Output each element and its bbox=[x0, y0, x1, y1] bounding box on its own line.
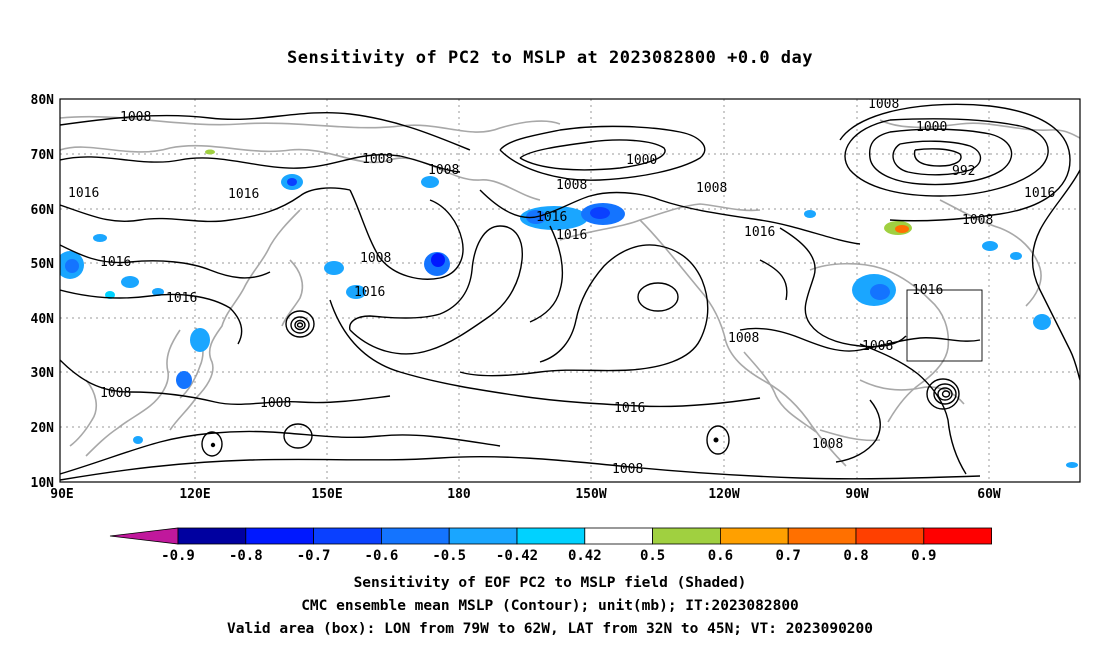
lon-label: 150E bbox=[311, 487, 342, 502]
contour-label: 1016 bbox=[166, 291, 197, 306]
contour-label: 1016 bbox=[228, 187, 259, 202]
contour-label: 1000 bbox=[916, 120, 947, 135]
colorbar-swatch bbox=[313, 527, 382, 545]
contour-label: 1008 bbox=[260, 396, 291, 411]
colorbar-tick-label: -0.8 bbox=[229, 548, 263, 564]
contour-labels: 1008 1016 1008 1008 1016 1000 1008 1008 … bbox=[68, 97, 1055, 477]
contour-label: 1008 bbox=[862, 339, 893, 354]
lat-label: 30N bbox=[31, 366, 55, 381]
lon-label: 150W bbox=[575, 487, 606, 502]
contour-label: 1008 bbox=[428, 163, 459, 178]
colorbar-swatch bbox=[516, 527, 586, 545]
contour-label: 1016 bbox=[100, 255, 131, 270]
colorbar-tick-label: 0.5 bbox=[640, 548, 665, 564]
colorbar-low-end bbox=[109, 527, 179, 545]
contour-label: 1008 bbox=[360, 251, 391, 266]
valid-area-box bbox=[906, 289, 983, 362]
lat-label: 10N bbox=[31, 476, 55, 491]
caption-line-3: Valid area (box): LON from 79W to 62W, L… bbox=[226, 621, 873, 637]
colorbar-swatch bbox=[720, 527, 789, 545]
colorbar-tick-label: -0.42 bbox=[496, 548, 538, 564]
colorbar-tick-label: 0.42 bbox=[568, 548, 602, 564]
colorbar-tick-label: 0.9 bbox=[911, 548, 936, 564]
lon-label: 180 bbox=[447, 487, 471, 502]
lat-label: 60N bbox=[31, 203, 55, 218]
contour-label: 1016 bbox=[1024, 186, 1055, 201]
contour-label: 992 bbox=[952, 164, 975, 179]
contour-label: 1008 bbox=[696, 181, 727, 196]
colorbar-swatch bbox=[652, 527, 721, 545]
colorbar-tick-label: 0.8 bbox=[843, 548, 868, 564]
caption-line-2: CMC ensemble mean MSLP (Contour); unit(m… bbox=[301, 598, 799, 614]
contour-label: 1008 bbox=[362, 152, 393, 167]
colorbar-tick-label: -0.9 bbox=[161, 548, 195, 564]
contour-label: 1008 bbox=[868, 97, 899, 112]
contour-label: 1016 bbox=[536, 210, 567, 225]
contour-label: 1016 bbox=[614, 401, 645, 416]
lat-label: 80N bbox=[31, 93, 55, 108]
contour-label: 1008 bbox=[812, 437, 843, 452]
lon-label: 120W bbox=[708, 487, 739, 502]
colorbar-tick-label: -0.7 bbox=[297, 548, 331, 564]
contour-label: 1008 bbox=[962, 213, 993, 228]
colorbar: -0.9 -0.8 -0.7 -0.6 -0.5 -0.42 0.42 0.5 0.6 0.7 0.… bbox=[109, 527, 992, 564]
lat-label: 40N bbox=[31, 312, 55, 327]
map-frame bbox=[59, 98, 1081, 483]
colorbar-swatch bbox=[787, 527, 857, 545]
contour-label: 1008 bbox=[728, 331, 759, 346]
colorbar-swatch bbox=[923, 527, 992, 545]
latitude-axis: 80N 70N 60N 50N 40N 30N 20N 10N bbox=[31, 93, 55, 491]
colorbar-tick-label: 0.6 bbox=[708, 548, 733, 564]
map-title: Sensitivity of PC2 to MSLP at 2023082800… bbox=[286, 48, 813, 68]
sensitivity-shading bbox=[60, 149, 1078, 468]
caption-line-1: Sensitivity of EOF PC2 to MSLP field (Sh… bbox=[353, 575, 747, 591]
contour-label: 1016 bbox=[744, 225, 775, 240]
colorbar-swatch bbox=[177, 527, 247, 545]
colorbar-swatch bbox=[855, 527, 925, 545]
colorbar-tick-label: -0.6 bbox=[365, 548, 399, 564]
map-area bbox=[60, 99, 1080, 482]
contour-label: 1008 bbox=[612, 462, 643, 477]
colorbar-swatch bbox=[245, 527, 315, 545]
lat-label: 20N bbox=[31, 421, 55, 436]
contour-label: 1016 bbox=[354, 285, 385, 300]
colorbar-tick-label: -0.5 bbox=[432, 548, 466, 564]
contour-label: 1016 bbox=[912, 283, 943, 298]
contour-label: 1000 bbox=[626, 153, 657, 168]
contour-label: 1016 bbox=[68, 186, 99, 201]
contour-label: 1008 bbox=[120, 110, 151, 125]
lon-label: 90W bbox=[845, 487, 869, 502]
colorbar-tick-label: 0.7 bbox=[776, 548, 801, 564]
longitude-axis: 90E 120E 150E 180 150W 120W 90W 60W bbox=[50, 487, 1001, 502]
contour-label: 1008 bbox=[100, 386, 131, 401]
colorbar-swatch bbox=[584, 527, 653, 545]
contour-label: 1016 bbox=[556, 228, 587, 243]
lon-label: 60W bbox=[977, 487, 1001, 502]
contour-label: 1008 bbox=[556, 178, 587, 193]
colorbar-swatch bbox=[448, 527, 518, 545]
lon-label: 120E bbox=[179, 487, 210, 502]
lon-label: 90E bbox=[50, 487, 73, 502]
colorbar-swatch bbox=[380, 527, 450, 545]
lat-label: 50N bbox=[31, 257, 55, 272]
lat-label: 70N bbox=[31, 148, 55, 163]
mslp-contours bbox=[60, 103, 1080, 481]
